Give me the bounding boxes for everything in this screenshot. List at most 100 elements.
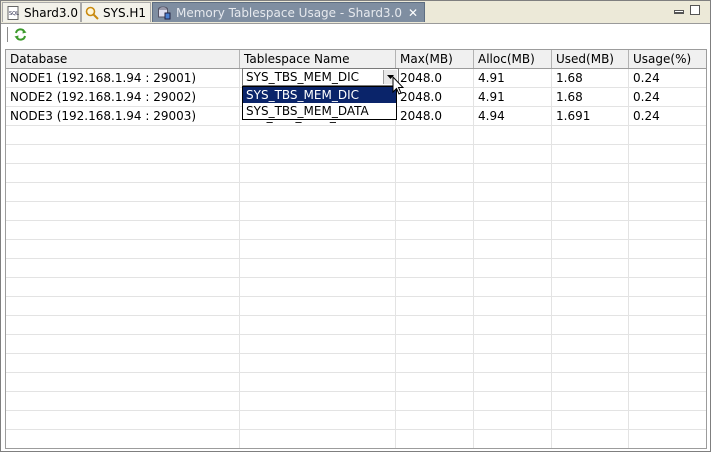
empty-cell xyxy=(396,335,474,353)
column-header-used[interactable]: Used(MB) xyxy=(552,50,629,68)
column-header-database[interactable]: Database xyxy=(6,50,240,68)
empty-cell xyxy=(396,411,474,429)
minimize-icon[interactable] xyxy=(674,10,684,14)
combo-value: SYS_TBS_MEM_DIC xyxy=(246,70,359,84)
empty-table-row xyxy=(6,240,706,259)
close-icon[interactable]: ✕ xyxy=(408,6,419,20)
empty-table-row xyxy=(6,221,706,240)
empty-cell xyxy=(396,316,474,334)
empty-cell xyxy=(629,411,706,429)
cell-alloc: 4.94 xyxy=(474,107,552,125)
cell-used: 1.691 xyxy=(552,107,629,125)
empty-cell xyxy=(474,316,552,334)
tab-sys-h1[interactable]: SYS.H1 xyxy=(81,2,151,22)
tablespace-dropdown-list: SYS_TBS_MEM_DIC SYS_TBS_MEM_DATA xyxy=(242,86,397,120)
empty-cell xyxy=(629,126,706,144)
empty-cell xyxy=(396,373,474,391)
empty-cell xyxy=(396,354,474,372)
empty-cell xyxy=(6,240,240,258)
empty-cell xyxy=(396,202,474,220)
empty-cell xyxy=(474,430,552,448)
dropdown-option[interactable]: SYS_TBS_MEM_DATA xyxy=(246,104,369,118)
empty-cell xyxy=(396,430,474,448)
sql-file-icon: SQL xyxy=(7,6,19,20)
empty-cell xyxy=(240,316,396,334)
empty-cell xyxy=(474,297,552,315)
empty-cell xyxy=(6,392,240,410)
empty-cell xyxy=(629,183,706,201)
column-header-max[interactable]: Max(MB) xyxy=(396,50,474,68)
empty-table-row xyxy=(6,354,706,373)
tab-shard3[interactable]: SQL Shard3.0 xyxy=(2,2,81,22)
empty-cell xyxy=(240,354,396,372)
empty-cell xyxy=(629,430,706,448)
empty-cell xyxy=(6,202,240,220)
column-header-tablespace-name[interactable]: Tablespace Name xyxy=(240,50,396,68)
chevron-down-icon xyxy=(387,75,394,79)
empty-cell xyxy=(6,164,240,182)
empty-table-row xyxy=(6,392,706,411)
empty-cell xyxy=(396,278,474,296)
cell-max: 2048.0 xyxy=(396,107,474,125)
table-header: Database Tablespace Name Max(MB) Alloc(M… xyxy=(6,50,706,69)
toolbar-separator xyxy=(7,27,8,42)
empty-cell xyxy=(6,259,240,277)
column-header-alloc[interactable]: Alloc(MB) xyxy=(474,50,552,68)
empty-cell xyxy=(6,145,240,163)
empty-cell xyxy=(552,373,629,391)
empty-cell xyxy=(474,373,552,391)
empty-cell xyxy=(6,221,240,239)
empty-cell xyxy=(6,126,240,144)
cell-max: 2048.0 xyxy=(396,69,474,87)
empty-cell xyxy=(629,354,706,372)
empty-table-row xyxy=(6,297,706,316)
empty-cell xyxy=(629,373,706,391)
empty-cell xyxy=(552,297,629,315)
empty-table-row xyxy=(6,411,706,430)
empty-cell xyxy=(552,183,629,201)
empty-cell xyxy=(552,430,629,448)
maximize-icon[interactable] xyxy=(690,5,700,15)
cell-usage: 0.24 xyxy=(633,109,660,123)
empty-cell xyxy=(240,164,396,182)
empty-cell xyxy=(240,297,396,315)
cell-database: NODE1 (192.168.1.94 : 29001) xyxy=(6,69,240,87)
empty-table-row xyxy=(6,335,706,354)
empty-cell xyxy=(474,221,552,239)
empty-table-row xyxy=(6,164,706,183)
empty-cell xyxy=(474,259,552,277)
empty-table-row xyxy=(6,430,706,448)
empty-table-row xyxy=(6,259,706,278)
empty-cell xyxy=(6,278,240,296)
empty-cell xyxy=(240,240,396,258)
empty-cell xyxy=(552,335,629,353)
empty-table-row xyxy=(6,316,706,335)
empty-cell xyxy=(474,392,552,410)
tab-memory-tablespace-usage[interactable]: Memory Tablespace Usage - Shard3.0 ✕ xyxy=(152,2,425,22)
empty-cell xyxy=(396,392,474,410)
empty-cell xyxy=(240,202,396,220)
empty-table-row xyxy=(6,202,706,221)
tablespace-usage-table: Database Tablespace Name Max(MB) Alloc(M… xyxy=(5,49,707,449)
empty-cell xyxy=(240,373,396,391)
empty-cell xyxy=(6,354,240,372)
view-toolbar xyxy=(1,24,710,44)
empty-cell xyxy=(552,259,629,277)
cell-used: 1.68 xyxy=(552,88,629,106)
empty-cell xyxy=(552,278,629,296)
tablespace-combo[interactable]: SYS_TBS_MEM_DIC xyxy=(242,68,399,86)
empty-table-row xyxy=(6,373,706,392)
cell-usage: 0.24 xyxy=(633,90,660,104)
empty-cell xyxy=(240,259,396,277)
dropdown-option[interactable]: SYS_TBS_MEM_DIC xyxy=(243,87,396,103)
empty-cell xyxy=(552,316,629,334)
empty-cell xyxy=(552,221,629,239)
empty-table-row xyxy=(6,278,706,297)
column-header-usage[interactable]: Usage(%) xyxy=(633,52,692,66)
empty-cell xyxy=(6,297,240,315)
empty-cell xyxy=(240,411,396,429)
refresh-icon[interactable] xyxy=(13,27,28,42)
cell-usage: 0.24 xyxy=(633,71,660,85)
empty-cell xyxy=(396,259,474,277)
